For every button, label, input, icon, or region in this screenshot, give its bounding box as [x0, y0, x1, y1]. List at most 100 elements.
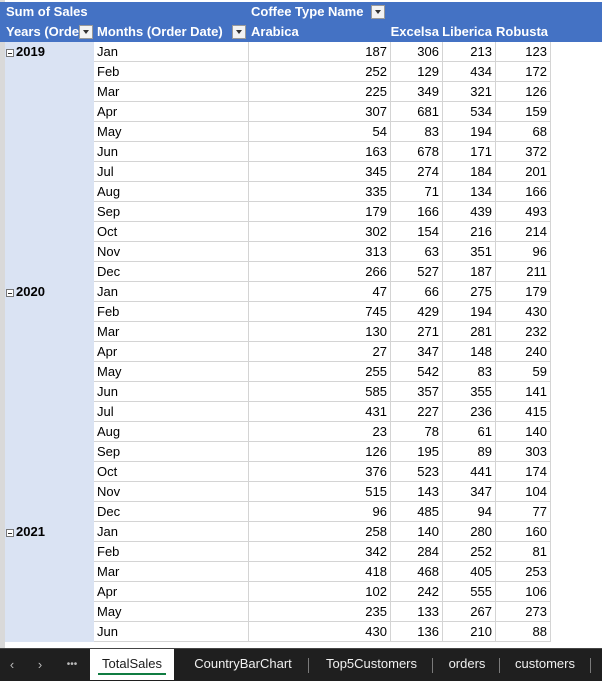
collapse-minus-icon[interactable]	[6, 48, 14, 57]
value-cell-robusta[interactable]: 430	[495, 302, 551, 322]
value-cell-arabica[interactable]: 225	[248, 82, 390, 102]
value-cell-arabica[interactable]: 342	[248, 542, 390, 562]
value-cell-excelsa[interactable]: 195	[390, 442, 442, 462]
value-cell-liberica[interactable]: 171	[442, 142, 495, 162]
value-cell-liberica[interactable]: 187	[442, 262, 495, 282]
value-cell-arabica[interactable]: 258	[248, 522, 390, 542]
month-cell[interactable]: May	[94, 602, 248, 622]
value-cell-liberica[interactable]: 534	[442, 102, 495, 122]
tab-totalsales[interactable]: TotalSales	[90, 649, 174, 680]
month-cell[interactable]: Dec	[94, 502, 248, 522]
row-field-years-label[interactable]: Years (Orde	[6, 24, 79, 39]
value-cell-robusta[interactable]: 253	[495, 562, 551, 582]
month-cell[interactable]: Nov	[94, 242, 248, 262]
value-cell-liberica[interactable]: 351	[442, 242, 495, 262]
value-cell-arabica[interactable]: 163	[248, 142, 390, 162]
value-cell-excelsa[interactable]: 154	[390, 222, 442, 242]
tab-countrybarchart[interactable]: CountryBarChart	[194, 656, 292, 671]
value-cell-liberica[interactable]: 213	[442, 42, 495, 62]
value-cell-robusta[interactable]: 172	[495, 62, 551, 82]
value-cell-arabica[interactable]: 418	[248, 562, 390, 582]
value-cell-arabica[interactable]: 745	[248, 302, 390, 322]
value-cell-arabica[interactable]: 345	[248, 162, 390, 182]
value-cell-excelsa[interactable]: 274	[390, 162, 442, 182]
month-cell[interactable]: Jun	[94, 142, 248, 162]
value-cell-robusta[interactable]: 59	[495, 362, 551, 382]
month-cell[interactable]: May	[94, 362, 248, 382]
value-cell-arabica[interactable]: 96	[248, 502, 390, 522]
value-cell-robusta[interactable]: 372	[495, 142, 551, 162]
value-cell-liberica[interactable]: 194	[442, 122, 495, 142]
value-cell-excelsa[interactable]: 357	[390, 382, 442, 402]
value-cell-liberica[interactable]: 434	[442, 62, 495, 82]
value-cell-liberica[interactable]: 89	[442, 442, 495, 462]
month-cell[interactable]: Jan	[94, 522, 248, 542]
value-cell-excelsa[interactable]: 83	[390, 122, 442, 142]
value-cell-robusta[interactable]: 81	[495, 542, 551, 562]
value-cell-liberica[interactable]: 184	[442, 162, 495, 182]
value-cell-arabica[interactable]: 187	[248, 42, 390, 62]
value-cell-arabica[interactable]: 376	[248, 462, 390, 482]
value-cell-robusta[interactable]: 77	[495, 502, 551, 522]
value-cell-arabica[interactable]: 266	[248, 262, 390, 282]
prev-sheet-icon[interactable]: ‹	[9, 657, 15, 672]
value-cell-liberica[interactable]: 281	[442, 322, 495, 342]
month-cell[interactable]: Oct	[94, 222, 248, 242]
year-group-label[interactable]: 2019	[6, 42, 45, 62]
month-cell[interactable]: Aug	[94, 422, 248, 442]
value-cell-arabica[interactable]: 179	[248, 202, 390, 222]
next-sheet-icon[interactable]: ›	[37, 657, 43, 672]
value-cell-excelsa[interactable]: 143	[390, 482, 442, 502]
month-cell[interactable]: Jun	[94, 622, 248, 642]
value-cell-excelsa[interactable]: 468	[390, 562, 442, 582]
value-cell-arabica[interactable]: 302	[248, 222, 390, 242]
value-cell-liberica[interactable]: 267	[442, 602, 495, 622]
month-cell[interactable]: Apr	[94, 342, 248, 362]
value-cell-liberica[interactable]: 61	[442, 422, 495, 442]
value-cell-excelsa[interactable]: 78	[390, 422, 442, 442]
month-cell[interactable]: Sep	[94, 442, 248, 462]
month-cell[interactable]: Aug	[94, 182, 248, 202]
value-cell-liberica[interactable]: 347	[442, 482, 495, 502]
value-cell-robusta[interactable]: 240	[495, 342, 551, 362]
value-cell-excelsa[interactable]: 166	[390, 202, 442, 222]
value-cell-excelsa[interactable]: 63	[390, 242, 442, 262]
value-cell-liberica[interactable]: 148	[442, 342, 495, 362]
month-cell[interactable]: Jul	[94, 402, 248, 422]
value-cell-robusta[interactable]: 179	[495, 282, 551, 302]
value-cell-liberica[interactable]: 83	[442, 362, 495, 382]
month-cell[interactable]: Jan	[94, 42, 248, 62]
value-cell-arabica[interactable]: 126	[248, 442, 390, 462]
value-cell-liberica[interactable]: 194	[442, 302, 495, 322]
value-cell-liberica[interactable]: 252	[442, 542, 495, 562]
column-filter-dropdown-icon[interactable]	[371, 5, 385, 19]
value-cell-arabica[interactable]: 130	[248, 322, 390, 342]
month-cell[interactable]: Feb	[94, 62, 248, 82]
tab-top5customers[interactable]: Top5Customers	[325, 656, 418, 671]
month-cell[interactable]: Nov	[94, 482, 248, 502]
value-cell-robusta[interactable]: 68	[495, 122, 551, 142]
value-cell-liberica[interactable]: 441	[442, 462, 495, 482]
value-cell-excelsa[interactable]: 429	[390, 302, 442, 322]
value-field-label[interactable]: Sum of Sales	[6, 4, 88, 19]
value-cell-excelsa[interactable]: 140	[390, 522, 442, 542]
value-cell-arabica[interactable]: 255	[248, 362, 390, 382]
value-cell-arabica[interactable]: 102	[248, 582, 390, 602]
value-cell-robusta[interactable]: 106	[495, 582, 551, 602]
column-header-liberica[interactable]: Liberica	[442, 24, 492, 39]
value-cell-robusta[interactable]: 96	[495, 242, 551, 262]
month-cell[interactable]: Feb	[94, 302, 248, 322]
value-cell-robusta[interactable]: 160	[495, 522, 551, 542]
value-cell-excelsa[interactable]: 129	[390, 62, 442, 82]
month-cell[interactable]: Feb	[94, 542, 248, 562]
value-cell-excelsa[interactable]: 349	[390, 82, 442, 102]
column-header-excelsa[interactable]: Excelsa	[390, 24, 439, 39]
value-cell-excelsa[interactable]: 242	[390, 582, 442, 602]
value-cell-robusta[interactable]: 415	[495, 402, 551, 422]
month-cell[interactable]: Mar	[94, 322, 248, 342]
value-cell-excelsa[interactable]: 133	[390, 602, 442, 622]
value-cell-robusta[interactable]: 493	[495, 202, 551, 222]
month-cell[interactable]: Dec	[94, 262, 248, 282]
more-sheets-icon[interactable]: •••	[66, 659, 78, 670]
value-cell-robusta[interactable]: 174	[495, 462, 551, 482]
